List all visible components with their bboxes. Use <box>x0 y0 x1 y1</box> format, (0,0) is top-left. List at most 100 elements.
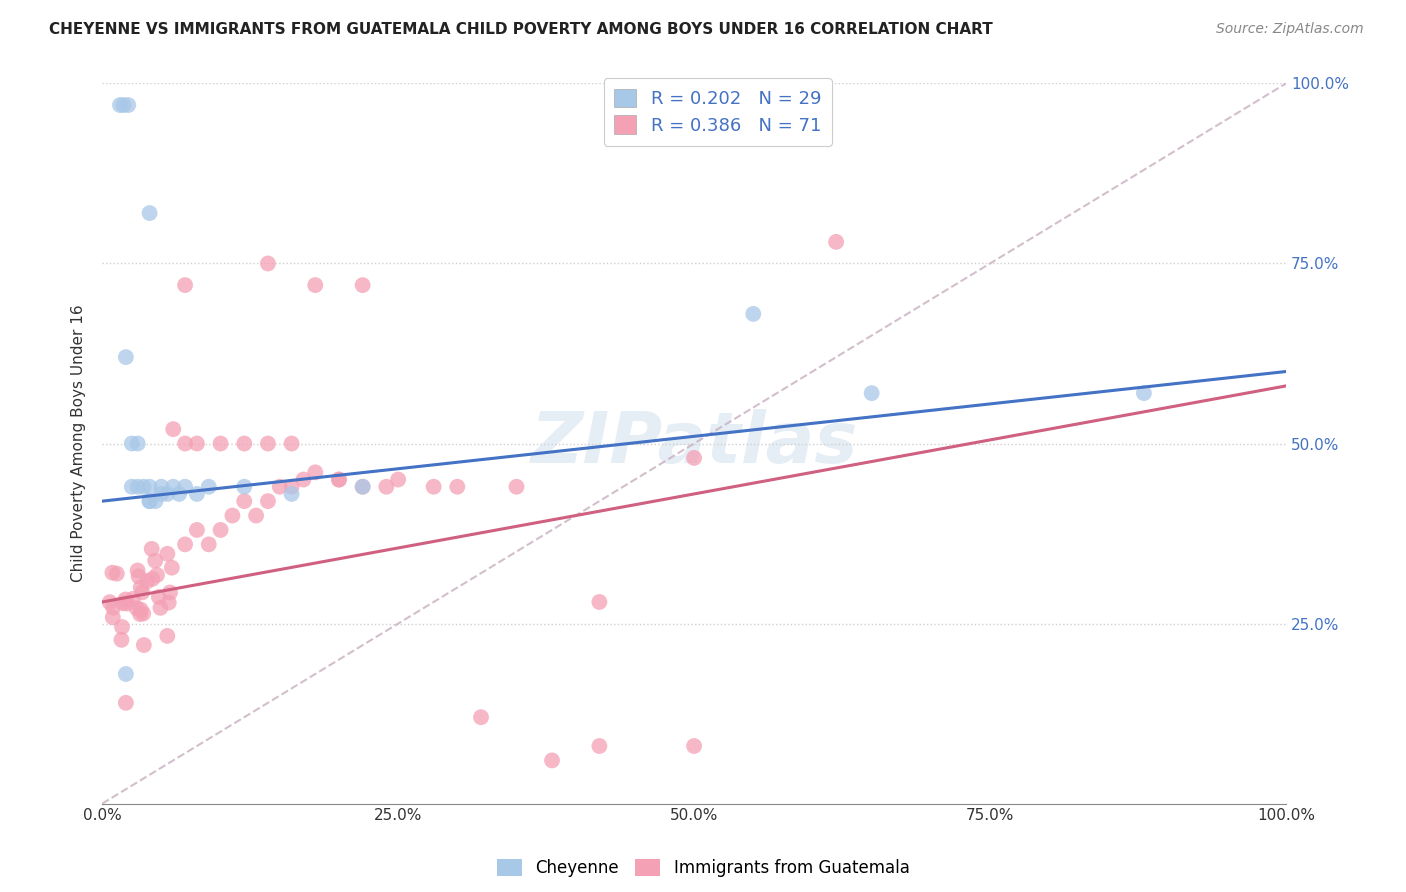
Point <box>375 480 398 494</box>
Point <box>149 600 172 615</box>
Point <box>98 595 121 609</box>
Point <box>328 473 350 487</box>
Point <box>186 487 208 501</box>
Point <box>138 480 160 494</box>
Point <box>150 487 173 501</box>
Point <box>156 629 179 643</box>
Point <box>111 620 134 634</box>
Point <box>127 436 149 450</box>
Point <box>1133 386 1156 401</box>
Point <box>145 494 167 508</box>
Point <box>446 480 468 494</box>
Point <box>121 436 143 450</box>
Point <box>186 523 208 537</box>
Point <box>280 480 302 494</box>
Legend: Cheyenne, Immigrants from Guatemala: Cheyenne, Immigrants from Guatemala <box>489 852 917 884</box>
Point <box>129 607 152 621</box>
Point <box>132 638 155 652</box>
Point <box>138 206 160 220</box>
Point <box>129 602 152 616</box>
Point <box>143 554 166 568</box>
Point <box>160 560 183 574</box>
Point <box>125 601 148 615</box>
Point <box>101 566 124 580</box>
Point <box>352 278 374 293</box>
Point <box>112 98 135 112</box>
Point <box>115 350 138 364</box>
Point <box>197 537 219 551</box>
Y-axis label: Child Poverty Among Boys Under 16: Child Poverty Among Boys Under 16 <box>72 305 86 582</box>
Point <box>257 256 280 270</box>
Point <box>128 569 150 583</box>
Point <box>352 480 374 494</box>
Point <box>352 480 374 494</box>
Point <box>127 564 149 578</box>
Point <box>127 480 149 494</box>
Text: CHEYENNE VS IMMIGRANTS FROM GUATEMALA CHILD POVERTY AMONG BOYS UNDER 16 CORRELAT: CHEYENNE VS IMMIGRANTS FROM GUATEMALA CH… <box>49 22 993 37</box>
Point <box>121 480 143 494</box>
Point <box>141 541 163 556</box>
Point <box>132 480 155 494</box>
Point <box>115 696 138 710</box>
Point <box>122 591 145 606</box>
Point <box>328 473 350 487</box>
Point <box>167 487 190 501</box>
Point <box>131 585 153 599</box>
Point <box>159 585 181 599</box>
Point <box>174 436 197 450</box>
Point <box>257 436 280 450</box>
Point <box>174 278 197 293</box>
Point <box>233 494 256 508</box>
Point <box>470 710 492 724</box>
Point <box>860 386 883 401</box>
Text: ZIPatlas: ZIPatlas <box>530 409 858 478</box>
Point <box>209 436 232 450</box>
Point <box>588 595 610 609</box>
Point <box>129 581 152 595</box>
Point <box>162 422 184 436</box>
Point <box>387 473 409 487</box>
Point <box>101 610 124 624</box>
Point <box>197 480 219 494</box>
Point <box>825 235 848 249</box>
Point <box>162 480 184 494</box>
Point <box>112 596 135 610</box>
Point <box>108 98 131 112</box>
Point <box>136 574 159 589</box>
Point <box>117 98 139 112</box>
Point <box>221 508 243 523</box>
Point <box>280 436 302 450</box>
Point <box>683 739 706 753</box>
Point <box>588 739 610 753</box>
Point <box>683 450 706 465</box>
Point <box>280 487 302 501</box>
Point <box>233 480 256 494</box>
Point <box>505 480 527 494</box>
Point <box>110 632 132 647</box>
Point <box>146 568 169 582</box>
Point <box>304 466 326 480</box>
Point <box>257 494 280 508</box>
Point <box>141 572 163 586</box>
Point <box>157 596 180 610</box>
Point <box>132 607 155 621</box>
Point <box>742 307 765 321</box>
Legend: R = 0.202   N = 29, R = 0.386   N = 71: R = 0.202 N = 29, R = 0.386 N = 71 <box>603 78 832 145</box>
Text: Source: ZipAtlas.com: Source: ZipAtlas.com <box>1216 22 1364 37</box>
Point <box>156 547 179 561</box>
Point <box>156 487 179 501</box>
Point <box>245 508 267 523</box>
Point <box>148 590 170 604</box>
Point <box>138 494 160 508</box>
Point <box>422 480 444 494</box>
Point <box>292 473 315 487</box>
Point <box>115 597 138 611</box>
Point <box>101 600 124 615</box>
Point <box>174 537 197 551</box>
Point <box>150 480 173 494</box>
Point <box>114 592 136 607</box>
Point <box>269 480 291 494</box>
Point <box>115 667 138 681</box>
Point <box>233 436 256 450</box>
Point <box>186 436 208 450</box>
